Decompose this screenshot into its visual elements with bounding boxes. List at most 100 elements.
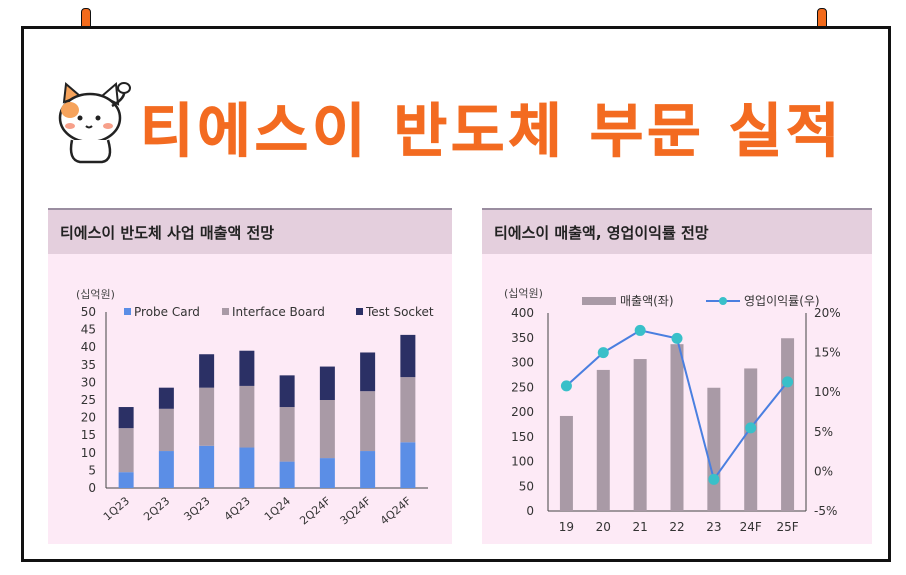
line-point (634, 324, 646, 336)
legend-bar-swatch (582, 297, 616, 305)
bar-segment (319, 400, 335, 459)
bar-segment (239, 447, 255, 488)
x-tick-label: 25F (776, 520, 798, 534)
legend-line-label: 영업이익률(우) (744, 294, 820, 308)
y-tick-label: 5 (88, 463, 96, 477)
bar-segment (118, 407, 134, 429)
bar-segment (279, 461, 295, 488)
bar-segment (400, 442, 416, 488)
y-unit-label: (십억원) (76, 288, 115, 301)
bar-segment (118, 428, 134, 473)
bar-segment (319, 366, 335, 400)
line-point (708, 473, 720, 485)
legend-swatch (356, 308, 363, 315)
x-tick-label: 4Q24F (378, 494, 414, 527)
line-point (560, 380, 572, 392)
bar (707, 387, 721, 511)
y-right-tick-label: 20% (814, 306, 841, 320)
y-tick-label: 50 (81, 305, 96, 319)
right-panel-header: 티에스이 매출액, 영업이익률 전망 (482, 208, 872, 254)
legend-bar-label: 매출액(좌) (620, 294, 674, 308)
x-tick-label: 3Q23 (181, 494, 212, 523)
x-tick-label: 20 (596, 520, 611, 534)
y-left-tick-label: 100 (511, 455, 534, 469)
bar-segment (360, 451, 376, 488)
x-tick-label: 2Q23 (141, 494, 172, 523)
bar-segment (239, 350, 255, 386)
y-left-tick-label: 200 (511, 405, 534, 419)
bar-segment (319, 458, 335, 488)
y-unit-label: (십억원) (504, 287, 543, 300)
left-panel-header: 티에스이 반도체 사업 매출액 전망 (48, 208, 452, 254)
x-tick-label: 3Q24F (338, 494, 374, 527)
y-left-tick-label: 150 (511, 430, 534, 444)
stacked-bar-chart: (십억원) 0 5 10 15 20 25 30 35 40 45 50 Probe Card Inter… (76, 288, 434, 527)
y-left-tick-label: 50 (519, 479, 534, 493)
y-right-tick-label: 10% (814, 385, 841, 399)
bar-segment (279, 407, 295, 462)
bar-segment (158, 408, 174, 452)
x-tick-label: 1Q23 (101, 494, 132, 523)
cat-mascot-icon (58, 81, 131, 164)
y-tick-label: 30 (81, 375, 96, 389)
bar-segment (360, 352, 376, 392)
bar-segment (400, 377, 416, 443)
bar (596, 369, 610, 511)
x-tick-label: 23 (706, 520, 721, 534)
line-point (745, 422, 757, 434)
bar (781, 338, 795, 511)
y-tick-label: 25 (81, 393, 96, 407)
page-title: 티에스이 반도체 부문 실적 (140, 97, 844, 166)
y-tick-label: 15 (81, 428, 96, 442)
line-point (597, 347, 609, 359)
y-right-tick-label: 0% (814, 464, 833, 478)
legend-label: Interface Board (232, 305, 325, 319)
bar-segment (279, 375, 295, 408)
bar (559, 415, 573, 511)
line-point (671, 332, 683, 344)
x-tick-label: 2Q24F (297, 494, 333, 527)
right-panel-title: 티에스이 매출액, 영업이익률 전망 (494, 224, 709, 242)
bar-segment (158, 451, 174, 488)
y-tick-label: 10 (81, 446, 96, 460)
bar-segment (199, 354, 215, 388)
bar-segment (118, 472, 134, 488)
legend-label: Test Socket (365, 305, 434, 319)
combo-bar-line-chart: (십억원) 0 50 100 150 200 250 300 350 400 -5% 0% 5% 10% 1… (504, 287, 841, 534)
y-left-tick-label: 400 (511, 306, 534, 320)
y-left-tick-label: 350 (511, 331, 534, 345)
bar-segment (199, 387, 215, 446)
y-tick-label: 20 (81, 411, 96, 425)
y-tick-label: 0 (88, 481, 96, 495)
y-left-tick-label: 300 (511, 356, 534, 370)
left-panel-title: 티에스이 반도체 사업 매출액 전망 (60, 224, 275, 242)
left-chart-panel: 티에스이 반도체 사업 매출액 전망 (십억원) 0 5 10 15 20 25 30 35 40… (48, 208, 452, 544)
line-point (782, 376, 794, 388)
legend-label: Probe Card (134, 305, 200, 319)
y-right-tick-label: 15% (814, 346, 841, 360)
legend-swatch (222, 308, 229, 315)
x-tick-label: 22 (669, 520, 684, 534)
x-tick-label: 21 (633, 520, 648, 534)
bar-segment (199, 445, 215, 488)
x-tick-label: 4Q23 (222, 494, 253, 523)
legend-swatch (124, 308, 131, 315)
y-tick-label: 40 (81, 340, 96, 354)
y-left-tick-label: 250 (511, 380, 534, 394)
y-tick-label: 35 (81, 358, 96, 372)
bar-segment (360, 391, 376, 452)
bar (744, 368, 758, 511)
bar-segment (158, 387, 174, 409)
bar (633, 359, 647, 511)
y-tick-label: 45 (81, 323, 96, 337)
bar-segment (400, 334, 416, 378)
y-right-tick-label: 5% (814, 425, 833, 439)
x-tick-label: 1Q24 (262, 494, 293, 523)
x-tick-label: 19 (559, 520, 574, 534)
right-chart-panel: 티에스이 매출액, 영업이익률 전망 (십억원) 0 50 100 150 200 250 3… (482, 208, 872, 544)
bar-segment (239, 385, 255, 448)
legend-line-marker (719, 297, 727, 305)
y-left-tick-label: 0 (526, 504, 534, 518)
y-right-tick-label: -5% (814, 504, 837, 518)
x-tick-label: 24F (740, 520, 762, 534)
